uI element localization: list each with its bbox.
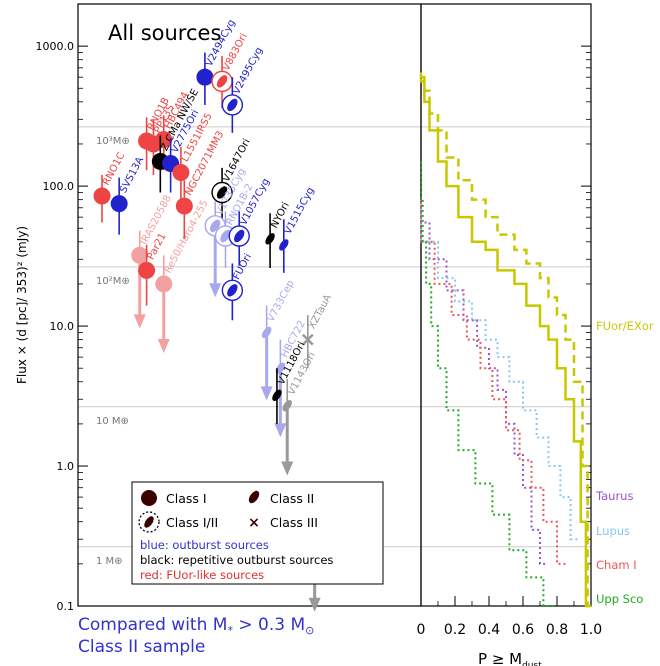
curve-cham-i bbox=[420, 199, 566, 565]
x-axis-label-sub: dust bbox=[522, 661, 542, 666]
marker-class-i-ii-core bbox=[227, 98, 238, 112]
legend-note-black: black: repetitive outburst sources bbox=[140, 553, 333, 567]
legend-label-class-ii: Class II bbox=[270, 491, 314, 506]
right-panel-frame bbox=[420, 3, 592, 607]
upper-limit-arrowhead bbox=[260, 386, 273, 401]
marker-class-i-ii-core bbox=[216, 186, 228, 199]
legend-box: Class I Class II Class I/II × Class III … bbox=[131, 481, 384, 585]
curve-labels: FUor/EXor Taurus Lupus Cham I Upp Sco bbox=[595, 319, 654, 606]
curve-label-cham-i: Cham I bbox=[596, 558, 637, 572]
legend-note-blue: blue: outburst sources bbox=[140, 538, 269, 552]
marker-class-ii bbox=[272, 389, 282, 402]
curve-label-lupus: Lupus bbox=[596, 524, 630, 538]
upper-limit-arrowhead bbox=[308, 597, 321, 612]
source-v1515cyg: V1515Cyg bbox=[279, 186, 317, 273]
x-tick-label: 0.2 bbox=[444, 622, 466, 638]
upper-limit-arrowhead bbox=[281, 461, 294, 476]
chart-title: All sources bbox=[108, 21, 221, 45]
x-tick-label: 0.6 bbox=[512, 622, 534, 638]
marker-class-i bbox=[175, 197, 193, 215]
marker-class-i bbox=[93, 187, 111, 205]
marker-class-i-ii-core bbox=[234, 229, 245, 243]
legend-marker-class-i bbox=[141, 490, 157, 506]
upper-limit-arrowhead bbox=[133, 314, 146, 329]
x-axis-label-main: P ≥ M bbox=[478, 650, 522, 666]
y-tick-label: 0.1 bbox=[57, 600, 75, 613]
marker-class-i bbox=[155, 275, 173, 293]
caption-line-2: Class II sample bbox=[78, 637, 205, 657]
x-axis-label: P ≥ Mdust bbox=[478, 650, 542, 666]
curve-fuor-exor-dashed bbox=[419, 75, 591, 608]
marker-class-ii bbox=[279, 239, 289, 251]
legend-marker-class-ii bbox=[248, 490, 260, 504]
legend-marker-class-i-ii-core bbox=[144, 516, 154, 528]
legend-marker-class-i-ii-ring bbox=[138, 511, 160, 533]
legend-label-class-i-ii: Class I/II bbox=[166, 515, 218, 530]
source-re50-haro4-255: Re50/Haro4-255 bbox=[155, 198, 211, 353]
curve-label-fuor-exor: FUor/EXor bbox=[596, 319, 654, 333]
curve-upp-sco bbox=[420, 161, 554, 607]
marker-class-ii bbox=[282, 399, 292, 412]
y-tick-label: 10.0 bbox=[50, 320, 75, 333]
marker-class-i bbox=[131, 246, 149, 264]
y-axis-ticks: 1000.0 100.0 10.0 1.0 0.1 bbox=[36, 3, 591, 613]
mass-line-label: 1 M⊕ bbox=[96, 556, 123, 567]
upper-limit-arrowhead bbox=[274, 423, 287, 438]
marker-class-i-ii-core bbox=[220, 229, 231, 243]
mass-line-label: 10³M⊕ bbox=[96, 136, 130, 147]
marker-class-i bbox=[155, 131, 173, 149]
legend-marker-class-iii: × bbox=[248, 515, 260, 531]
legend-frame bbox=[131, 481, 384, 585]
x-tick-label: 0.8 bbox=[546, 622, 568, 638]
legend-note-red: red: FUor-like sources bbox=[140, 568, 264, 582]
source-fuori: FUOri bbox=[221, 252, 254, 321]
marker-class-i-ii-core bbox=[216, 75, 228, 88]
x-axis-ticks: 0 0.2 0.4 0.6 0.8 1.0 bbox=[417, 596, 602, 638]
caption-main: Compared with M bbox=[78, 615, 227, 635]
y-tick-label: 1.0 bbox=[57, 460, 75, 473]
curve-label-taurus: Taurus bbox=[595, 489, 633, 503]
y-axis-label: Flux × (d [pc]/ 353)² (mJy) bbox=[15, 226, 29, 384]
marker-class-ii bbox=[265, 233, 275, 245]
marker-class-i bbox=[196, 68, 214, 86]
caption-line-1: Compared with M* > 0.3 M⊙ bbox=[78, 615, 314, 637]
marker-class-i bbox=[110, 195, 128, 213]
curve-label-upp-sco: Upp Sco bbox=[596, 592, 643, 606]
legend-label-class-i: Class I bbox=[166, 491, 207, 506]
caption-sun-symbol: ⊙ bbox=[305, 624, 314, 637]
x-tick-label: 0 bbox=[417, 622, 426, 638]
x-tick-label: 1.0 bbox=[580, 622, 602, 638]
marker-class-i bbox=[172, 164, 190, 182]
curve-lupus bbox=[420, 199, 578, 541]
mass-line-label: 10 M⊕ bbox=[96, 416, 129, 427]
x-tick-label: 0.4 bbox=[478, 622, 500, 638]
mass-line-label: 10²M⊕ bbox=[96, 276, 130, 287]
source-label: XZTauA bbox=[307, 293, 334, 331]
marker-class-i-ii-core bbox=[227, 284, 238, 297]
y-tick-label: 1000.0 bbox=[36, 40, 75, 53]
caption-subscript: * bbox=[227, 624, 233, 637]
upper-limit-arrowhead bbox=[157, 338, 170, 353]
marker-class-ii bbox=[275, 362, 286, 374]
marker-class-ii bbox=[261, 326, 272, 339]
upper-limit-arrowhead bbox=[209, 283, 222, 298]
legend-label-class-iii: Class III bbox=[270, 515, 318, 530]
curve-taurus bbox=[420, 203, 546, 565]
cumulative-curves bbox=[419, 72, 591, 608]
source-label: V733Cep bbox=[266, 279, 297, 324]
marker-class-i bbox=[138, 261, 156, 279]
y-tick-label: 100.0 bbox=[43, 180, 75, 193]
caption-rest: > 0.3 M bbox=[233, 615, 305, 635]
marker-class-iii bbox=[301, 333, 314, 346]
